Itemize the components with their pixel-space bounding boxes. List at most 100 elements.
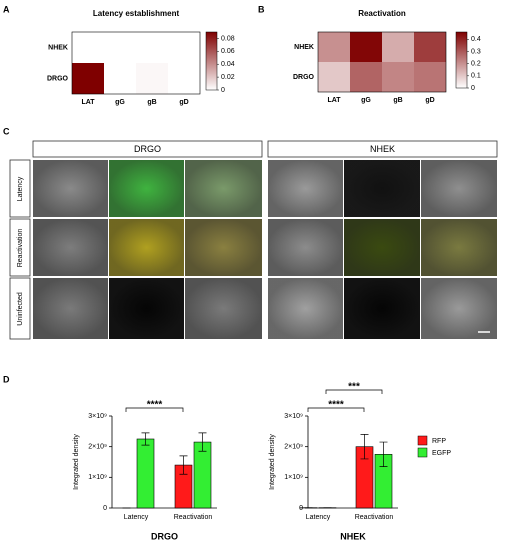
- y-tick-label: 2×10⁹: [284, 444, 303, 451]
- x-tick-label: Reactivation: [174, 514, 213, 521]
- heat-cell: [72, 32, 104, 63]
- colorbar: [205, 31, 218, 91]
- heat-cell: [168, 32, 200, 63]
- micrograph: [185, 160, 262, 217]
- colorbar-tick-label: 0: [221, 87, 225, 94]
- micrograph: [344, 278, 420, 339]
- micrograph: [268, 219, 343, 276]
- x-tick-label: LAT: [327, 97, 341, 104]
- heat-cell: [350, 32, 382, 62]
- legend-label: RFP: [432, 438, 446, 445]
- y-tick-label: 3×10⁹: [88, 413, 107, 420]
- chart-title: DRGO: [151, 531, 178, 541]
- colorbar-tick-label: 0.08: [221, 35, 235, 42]
- y-axis-label: Integrated density: [269, 434, 276, 490]
- column-header-box: [32, 140, 263, 158]
- colorbar-tick-label: 0.4: [471, 36, 481, 43]
- y-tick-label: NHEK: [48, 44, 68, 51]
- micrograph: [344, 160, 420, 217]
- significance-bracket: [307, 407, 365, 412]
- micrograph: [33, 278, 108, 339]
- heat-cell: [168, 63, 200, 94]
- micrograph: [421, 278, 497, 339]
- panel-letter: B: [258, 4, 265, 14]
- heat-cell: [318, 32, 350, 62]
- heat-cell: [414, 62, 446, 92]
- x-tick-label: gG: [361, 97, 371, 104]
- heat-cell: [318, 62, 350, 92]
- micrograph: [421, 219, 497, 276]
- error-bar: [141, 432, 150, 446]
- heat-cell: [136, 63, 168, 94]
- colorbar-tick-label: 0.2: [471, 60, 481, 67]
- heat-cell: [136, 32, 168, 63]
- colorbar-tick-label: 0.04: [221, 61, 235, 68]
- panel-letter: A: [3, 4, 10, 14]
- x-tick-label: gG: [115, 99, 125, 106]
- heat-cell: [350, 62, 382, 92]
- y-tick-label: 1×10⁹: [88, 474, 107, 481]
- column-header: DRGO: [134, 144, 161, 154]
- x-tick-label: gB: [147, 99, 156, 106]
- heat-cell: [72, 63, 104, 94]
- y-tick-label: 0: [103, 505, 107, 512]
- y-tick-label: 0: [299, 505, 303, 512]
- micrograph: [344, 219, 420, 276]
- x-tick-label: Latency: [124, 514, 149, 521]
- y-tick-label: 3×10⁹: [284, 413, 303, 420]
- y-axis-label: Integrated density: [73, 434, 80, 490]
- colorbar: [455, 31, 468, 89]
- significance-label: ****: [147, 400, 163, 411]
- colorbar-tick-label: 0.02: [221, 74, 235, 81]
- y-tick-label: 1×10⁹: [284, 474, 303, 481]
- row-header: Latency: [17, 176, 24, 201]
- column-header: NHEK: [370, 144, 395, 154]
- micrograph: [109, 278, 184, 339]
- row-header-box: [9, 277, 31, 340]
- micrograph: [109, 160, 184, 217]
- y-tick-label: NHEK: [294, 44, 314, 51]
- colorbar-tick-label: 0.3: [471, 48, 481, 55]
- significance-label: ***: [348, 382, 360, 393]
- x-tick-label: gD: [425, 97, 434, 104]
- micrograph: [268, 160, 343, 217]
- significance-label: ****: [328, 400, 344, 411]
- x-tick-label: Latency: [306, 514, 331, 521]
- x-tick-label: LAT: [81, 99, 95, 106]
- heat-cell: [104, 63, 136, 94]
- row-header: Reactivation: [17, 229, 24, 268]
- colorbar-tick-label: 0.1: [471, 73, 481, 80]
- heat-cell: [414, 32, 446, 62]
- error-bar: [379, 441, 388, 467]
- panel-letter: D: [3, 374, 10, 384]
- colorbar-tick-label: 0: [471, 85, 475, 92]
- y-tick-label: DRGO: [47, 75, 69, 82]
- heat-frame: [317, 31, 447, 93]
- x-tick-label: gB: [393, 97, 402, 104]
- micrograph: [268, 278, 343, 339]
- micrograph: [185, 278, 262, 339]
- chart-title: Reactivation: [358, 9, 406, 18]
- micrograph: [109, 219, 184, 276]
- significance-bracket: [325, 389, 383, 394]
- legend-label: EGFP: [432, 450, 451, 457]
- heat-cell: [104, 32, 136, 63]
- bar: [193, 441, 212, 509]
- heat-frame: [71, 31, 201, 95]
- row-header-box: [9, 159, 31, 218]
- heat-cell: [382, 32, 414, 62]
- bar: [136, 438, 155, 509]
- x-tick-label: Reactivation: [355, 514, 394, 521]
- significance-bracket: [125, 407, 184, 412]
- micrograph: [33, 160, 108, 217]
- panel-letter: C: [3, 126, 10, 136]
- x-tick-label: gD: [179, 99, 188, 106]
- error-bar: [360, 434, 369, 460]
- row-header: Uninfected: [17, 292, 24, 326]
- chart-title: Latency establishment: [93, 9, 180, 18]
- error-bar: [198, 432, 207, 452]
- column-header-box: [267, 140, 498, 158]
- y-tick-label: 2×10⁹: [88, 444, 107, 451]
- y-tick-label: DRGO: [293, 74, 315, 81]
